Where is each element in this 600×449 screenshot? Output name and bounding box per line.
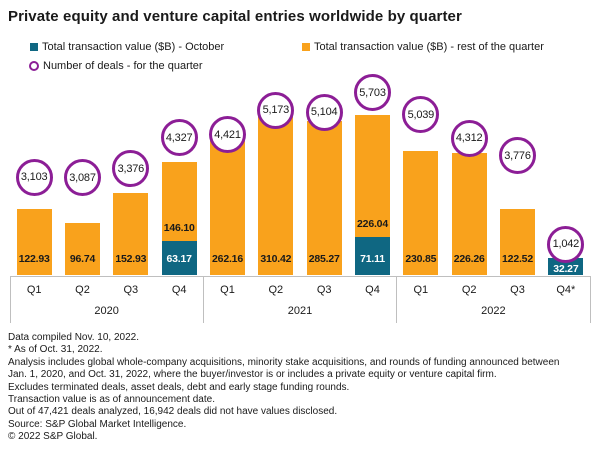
bar-value-label-rest: 96.74 bbox=[69, 252, 96, 265]
footnote-line: Out of 47,421 deals analyzed, 16,942 dea… bbox=[8, 406, 338, 418]
footnote-line: * As of Oct. 31, 2022. bbox=[8, 344, 103, 356]
footnote-line: Source: S&P Global Market Intelligence. bbox=[8, 418, 187, 430]
bar-rest-segment bbox=[65, 223, 100, 276]
deal-count-badge: 3,376 bbox=[112, 150, 150, 188]
year-separator bbox=[396, 275, 398, 323]
footnote-line: Analysis includes global whole-company a… bbox=[8, 356, 560, 368]
bar-value-label-rest: 226.04 bbox=[357, 218, 388, 231]
bar-october-segment bbox=[548, 258, 584, 276]
bar-rest-segment bbox=[258, 107, 294, 276]
bar-value-label-rest: 230.85 bbox=[405, 252, 437, 265]
quarter-label: Q1 bbox=[413, 283, 429, 296]
quarter-label: Q3 bbox=[510, 283, 525, 296]
quarter-label: Q2 bbox=[461, 283, 477, 296]
quarter-label: Q1 bbox=[220, 283, 235, 296]
footnote-line: © 2022 S&P Global. bbox=[8, 431, 98, 443]
footnote-line: Excludes terminated deals, asset deals, … bbox=[8, 381, 350, 393]
year-label: 2020 bbox=[94, 304, 119, 317]
footnote-line: Transaction value is as of announcement … bbox=[8, 394, 215, 406]
quarter-label: Q2 bbox=[268, 283, 284, 296]
deal-count-badge: 4,327 bbox=[160, 119, 198, 157]
rest-of-quarter-swatch-icon bbox=[302, 43, 310, 51]
quarter-label: Q4 bbox=[171, 283, 187, 296]
quarter-label: Q3 bbox=[316, 283, 332, 296]
year-label: 2021 bbox=[287, 304, 313, 317]
bar-value-label-rest: 226.26 bbox=[453, 252, 485, 265]
bar-value-label-rest: 152.93 bbox=[115, 252, 147, 265]
bar-rest-segment bbox=[403, 150, 439, 276]
bar-value-label-rest: 146.10 bbox=[163, 222, 195, 235]
quarter-label: Q4* bbox=[556, 283, 576, 296]
footnote-line: Jan. 1, 2020, and Oct. 31, 2022, where t… bbox=[8, 369, 497, 381]
bar-value-label-rest: 122.52 bbox=[502, 252, 533, 265]
footnotes: Data compiled Nov. 10, 2022. * As of Oct.… bbox=[8, 332, 559, 444]
deal-count-badge: 4,421 bbox=[209, 116, 246, 154]
bar-october-segment bbox=[355, 237, 390, 276]
legend-item-october: Total transaction value ($B) - October bbox=[30, 41, 224, 53]
bar-october-segment bbox=[161, 241, 197, 276]
quarter-label: Q3 bbox=[123, 283, 139, 296]
year-label: 2022 bbox=[481, 304, 506, 317]
october-swatch-icon bbox=[30, 43, 38, 51]
bar-rest-segment bbox=[161, 162, 197, 242]
bar-rest-segment bbox=[113, 192, 149, 276]
deal-count-badge: 3,103 bbox=[15, 158, 53, 196]
deal-count-ring-icon bbox=[29, 61, 39, 71]
year-separator bbox=[589, 275, 591, 323]
quarter-label: Q4 bbox=[365, 283, 380, 296]
bar-rest-segment bbox=[306, 121, 342, 276]
deal-count-badge: 5,039 bbox=[402, 96, 440, 134]
bar-rest-segment bbox=[500, 209, 535, 276]
bar-value-label-october: 63.17 bbox=[166, 252, 192, 265]
bar-value-label-october: 32.27 bbox=[553, 262, 579, 275]
bar-rest-segment bbox=[451, 153, 487, 276]
x-axis-line bbox=[10, 275, 590, 277]
deal-count-badge: 5,104 bbox=[305, 93, 343, 131]
bar-rest-segment bbox=[210, 133, 245, 276]
bar-rest-segment bbox=[355, 115, 390, 238]
legend-item-deals: Number of deals - for the quarter bbox=[29, 60, 203, 72]
legend-label-rest: Total transaction value ($B) - rest of t… bbox=[314, 41, 544, 53]
bar-value-label-october: 71.11 bbox=[360, 252, 385, 265]
deal-count-badge: 1,042 bbox=[547, 225, 585, 263]
deal-count-badge: 5,703 bbox=[354, 74, 391, 112]
bar-value-label-rest: 285.27 bbox=[308, 252, 340, 265]
year-separator bbox=[202, 275, 204, 323]
bar-value-label-rest: 310.42 bbox=[260, 252, 292, 265]
deal-count-badge: 5,173 bbox=[257, 91, 295, 129]
bar-rest-segment bbox=[16, 209, 52, 276]
legend-item-rest: Total transaction value ($B) - rest of t… bbox=[302, 41, 544, 53]
deal-count-badge: 4,312 bbox=[450, 119, 488, 157]
legend-label-october: Total transaction value ($B) - October bbox=[42, 41, 225, 53]
footnote-line: Data compiled Nov. 10, 2022. bbox=[8, 332, 140, 343]
chart-title: Private equity and venture capital entri… bbox=[8, 8, 462, 25]
year-separator bbox=[9, 275, 11, 323]
quarter-label: Q2 bbox=[75, 283, 90, 296]
legend-label-deals: Number of deals - for the quarter bbox=[43, 60, 203, 72]
deal-count-badge: 3,776 bbox=[499, 137, 536, 175]
quarter-label: Q1 bbox=[26, 283, 42, 296]
bar-value-label-rest: 262.16 bbox=[212, 252, 243, 265]
bar-value-label-rest: 122.93 bbox=[18, 252, 50, 265]
deal-count-badge: 3,087 bbox=[64, 159, 101, 197]
